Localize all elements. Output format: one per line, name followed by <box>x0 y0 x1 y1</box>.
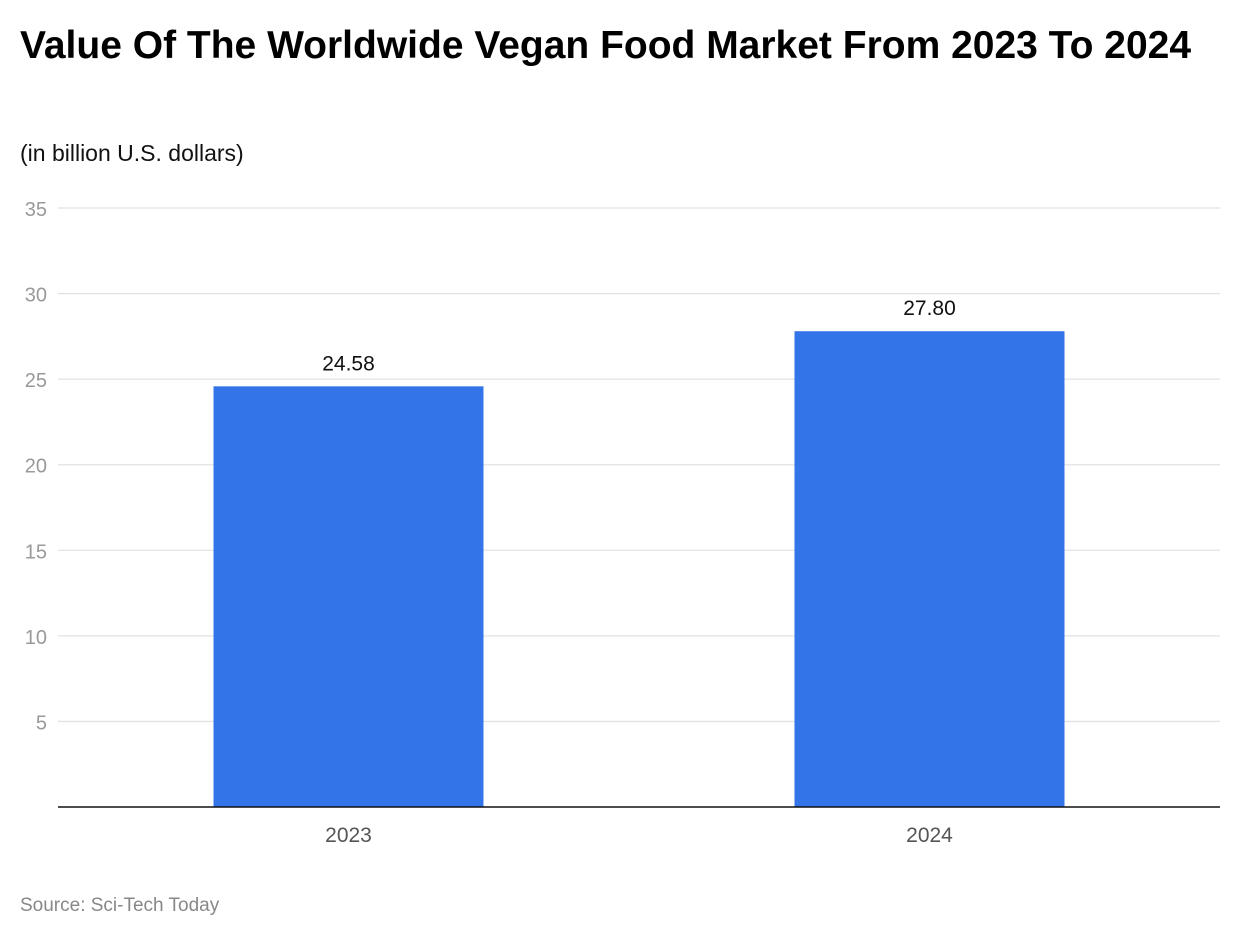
y-tick-label: 5 <box>36 712 47 734</box>
bar-2024 <box>794 331 1065 807</box>
y-tick-label: 30 <box>25 285 47 307</box>
y-tick-label: 35 <box>25 199 47 221</box>
x-tick-label: 2023 <box>325 824 372 847</box>
y-tick-label: 15 <box>25 541 47 563</box>
data-label: 27.80 <box>903 297 956 320</box>
x-tick-label: 2024 <box>906 824 953 847</box>
data-label: 24.58 <box>322 352 375 375</box>
y-tick-label: 10 <box>25 627 47 649</box>
bar-2023 <box>213 386 484 807</box>
source-note: Source: Sci-Tech Today <box>20 895 220 916</box>
chart-title: Value Of The Worldwide Vegan Food Market… <box>20 24 1192 67</box>
y-tick-label: 20 <box>25 456 47 478</box>
y-tick-label: 25 <box>25 370 47 392</box>
chart-subtitle: (in billion U.S. dollars) <box>20 140 244 166</box>
